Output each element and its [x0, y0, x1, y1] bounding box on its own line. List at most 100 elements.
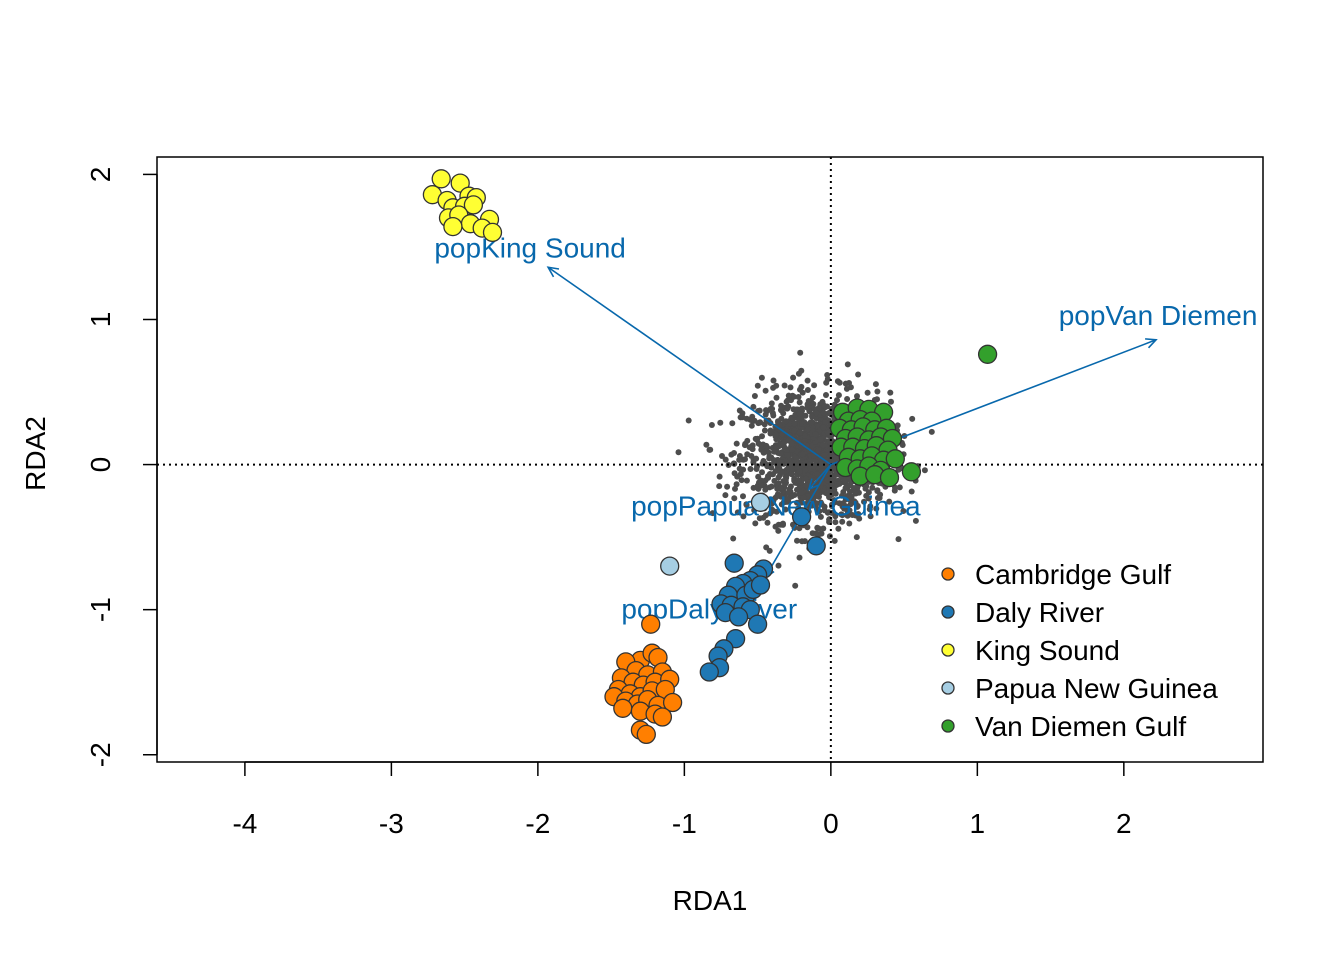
snp-point: [822, 419, 829, 426]
snp-point: [787, 483, 794, 490]
snp-point: [812, 530, 819, 537]
snp-point: [846, 488, 853, 495]
snp-point: [908, 488, 915, 495]
snp-point: [841, 477, 848, 484]
snp-point: [836, 480, 843, 487]
snp-point: [748, 422, 755, 429]
snp-point: [738, 477, 745, 484]
snp-point: [836, 500, 843, 507]
x-axis: -4 -3 -2 -1 0 1 2: [232, 761, 1132, 839]
population-point: [662, 692, 683, 713]
snp-point: [764, 463, 771, 470]
snp-point: [778, 406, 784, 413]
population-point: [652, 707, 673, 727]
snp-point: [703, 441, 710, 448]
population-point: [660, 556, 680, 576]
snp-point: [796, 410, 803, 417]
snp-point: [790, 374, 797, 381]
population-point: [750, 492, 771, 512]
snp-point: [731, 495, 738, 502]
population-points-layer: [422, 169, 998, 745]
biplot-arrow: [547, 266, 832, 466]
snp-point: [759, 469, 765, 476]
snp-point: [780, 499, 787, 505]
snp-point: [809, 394, 816, 401]
snp-point: [835, 525, 842, 532]
x-tick-label: 1: [970, 808, 986, 839]
y-tick-label: 1: [85, 312, 116, 328]
snp-point: [899, 442, 906, 448]
snp-point: [719, 453, 725, 459]
snp-point: [754, 382, 761, 389]
snp-point: [820, 424, 827, 431]
x-axis-label: RDA1: [673, 885, 748, 916]
snp-point: [844, 361, 851, 368]
snp-point: [675, 449, 682, 456]
snp-point: [777, 450, 784, 457]
snp-point: [851, 489, 858, 496]
population-point: [879, 467, 900, 488]
legend-marker: [941, 681, 955, 695]
snp-point: [784, 452, 791, 459]
snp-point: [716, 473, 723, 480]
snp-point: [784, 405, 791, 412]
snp-point: [775, 443, 782, 450]
snp-point: [848, 493, 855, 500]
snp-point: [804, 387, 811, 393]
snp-point: [796, 554, 803, 561]
snp-point: [798, 489, 805, 496]
snp-point: [761, 421, 768, 428]
snp-point: [789, 493, 795, 500]
snp-point: [750, 403, 757, 410]
population-point: [724, 553, 744, 573]
snp-point: [746, 444, 753, 451]
snp-point: [780, 520, 786, 527]
snp-point: [779, 468, 786, 475]
snp-point: [864, 389, 871, 396]
snp-point: [814, 491, 821, 498]
y-tick-label: -2: [85, 742, 116, 767]
snp-point: [817, 513, 824, 520]
snp-point: [789, 446, 796, 453]
snp-point: [843, 385, 850, 392]
snp-point: [839, 518, 846, 525]
snp-point: [771, 477, 778, 484]
snp-point: [751, 393, 758, 399]
snp-point: [793, 455, 800, 462]
y-axis: -2 -1 0 1 2: [85, 167, 158, 767]
x-tick-label: -1: [672, 808, 697, 839]
population-point: [613, 698, 633, 718]
snp-point: [755, 420, 762, 427]
snp-point: [758, 482, 764, 489]
snp-point: [722, 456, 729, 463]
snp-point: [796, 468, 803, 475]
population-point: [750, 575, 771, 595]
arrow-label: popPapua New Guinea: [631, 490, 921, 521]
snp-point: [706, 446, 713, 453]
snp-point: [795, 477, 802, 484]
snp-point: [829, 503, 835, 510]
snp-point: [739, 414, 746, 421]
snp-point: [824, 429, 831, 436]
snp-point: [814, 505, 821, 512]
snp-point: [775, 562, 782, 569]
legend-marker: [941, 719, 955, 733]
snp-point: [894, 422, 901, 429]
snp-point: [839, 492, 845, 499]
snp-point: [900, 508, 907, 514]
snp-point: [775, 527, 782, 534]
snp-point: [824, 372, 831, 378]
population-point: [806, 536, 826, 556]
snp-point: [804, 404, 811, 411]
snp-point: [809, 413, 816, 420]
snp-point: [802, 467, 809, 473]
snp-point: [791, 420, 798, 427]
snp-point: [775, 474, 782, 481]
arrow-label: popVan Diemen: [1059, 300, 1258, 331]
snp-point: [781, 382, 788, 389]
snp-point: [869, 484, 876, 491]
snp-point: [824, 490, 831, 496]
snp-point: [896, 484, 903, 491]
snp-point: [818, 530, 825, 537]
snp-point: [767, 430, 774, 437]
